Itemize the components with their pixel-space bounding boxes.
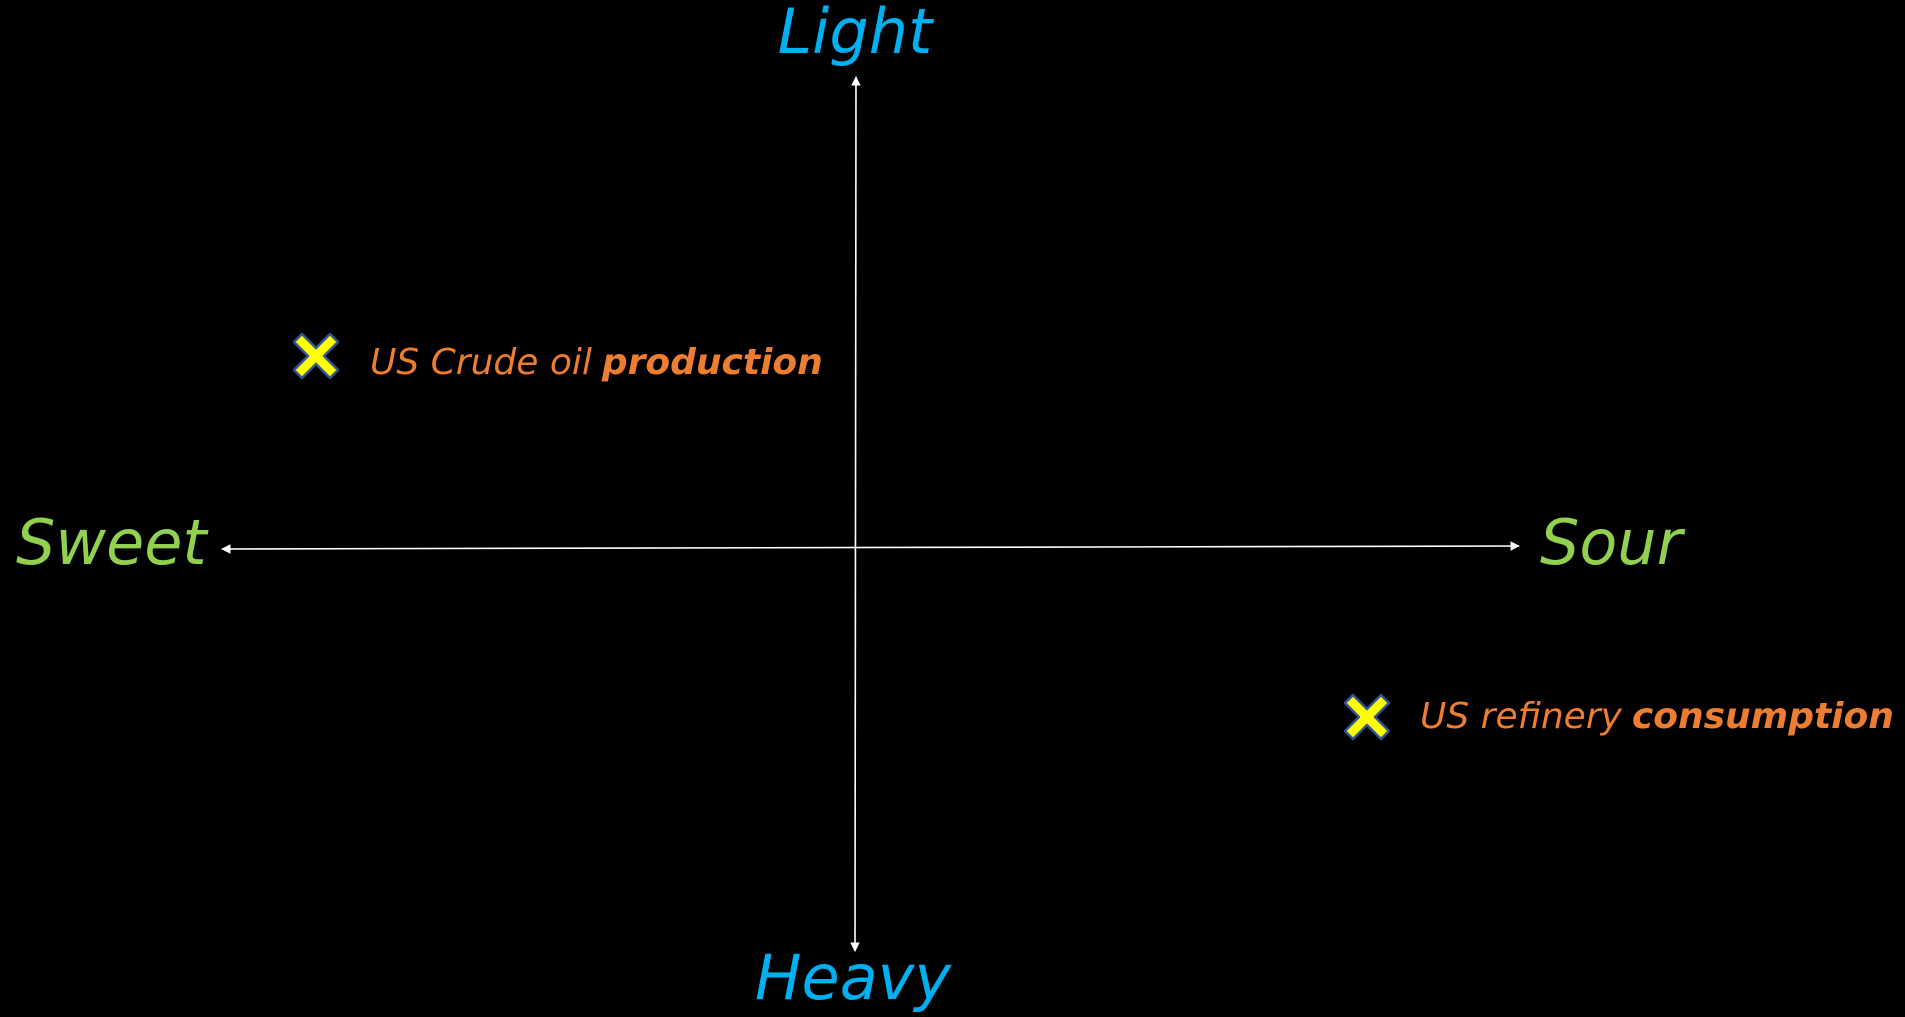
horizontal-axis xyxy=(221,541,1520,554)
vertical-axis xyxy=(850,76,861,952)
right-label: Sour xyxy=(1540,506,1686,579)
marker xyxy=(292,332,340,380)
top-label: Light xyxy=(778,0,935,68)
label-emphasis: production xyxy=(601,342,823,383)
point-label: US Crude oil production xyxy=(370,342,823,383)
label-text: US Crude oil xyxy=(370,342,592,383)
marker xyxy=(1343,693,1391,741)
left-label: Sweet xyxy=(16,506,209,579)
point-label: US refinery consumption xyxy=(1420,696,1894,737)
label-text: US refinery xyxy=(1420,696,1623,737)
label-emphasis: consumption xyxy=(1632,696,1894,737)
bottom-label: Heavy xyxy=(755,941,952,1014)
